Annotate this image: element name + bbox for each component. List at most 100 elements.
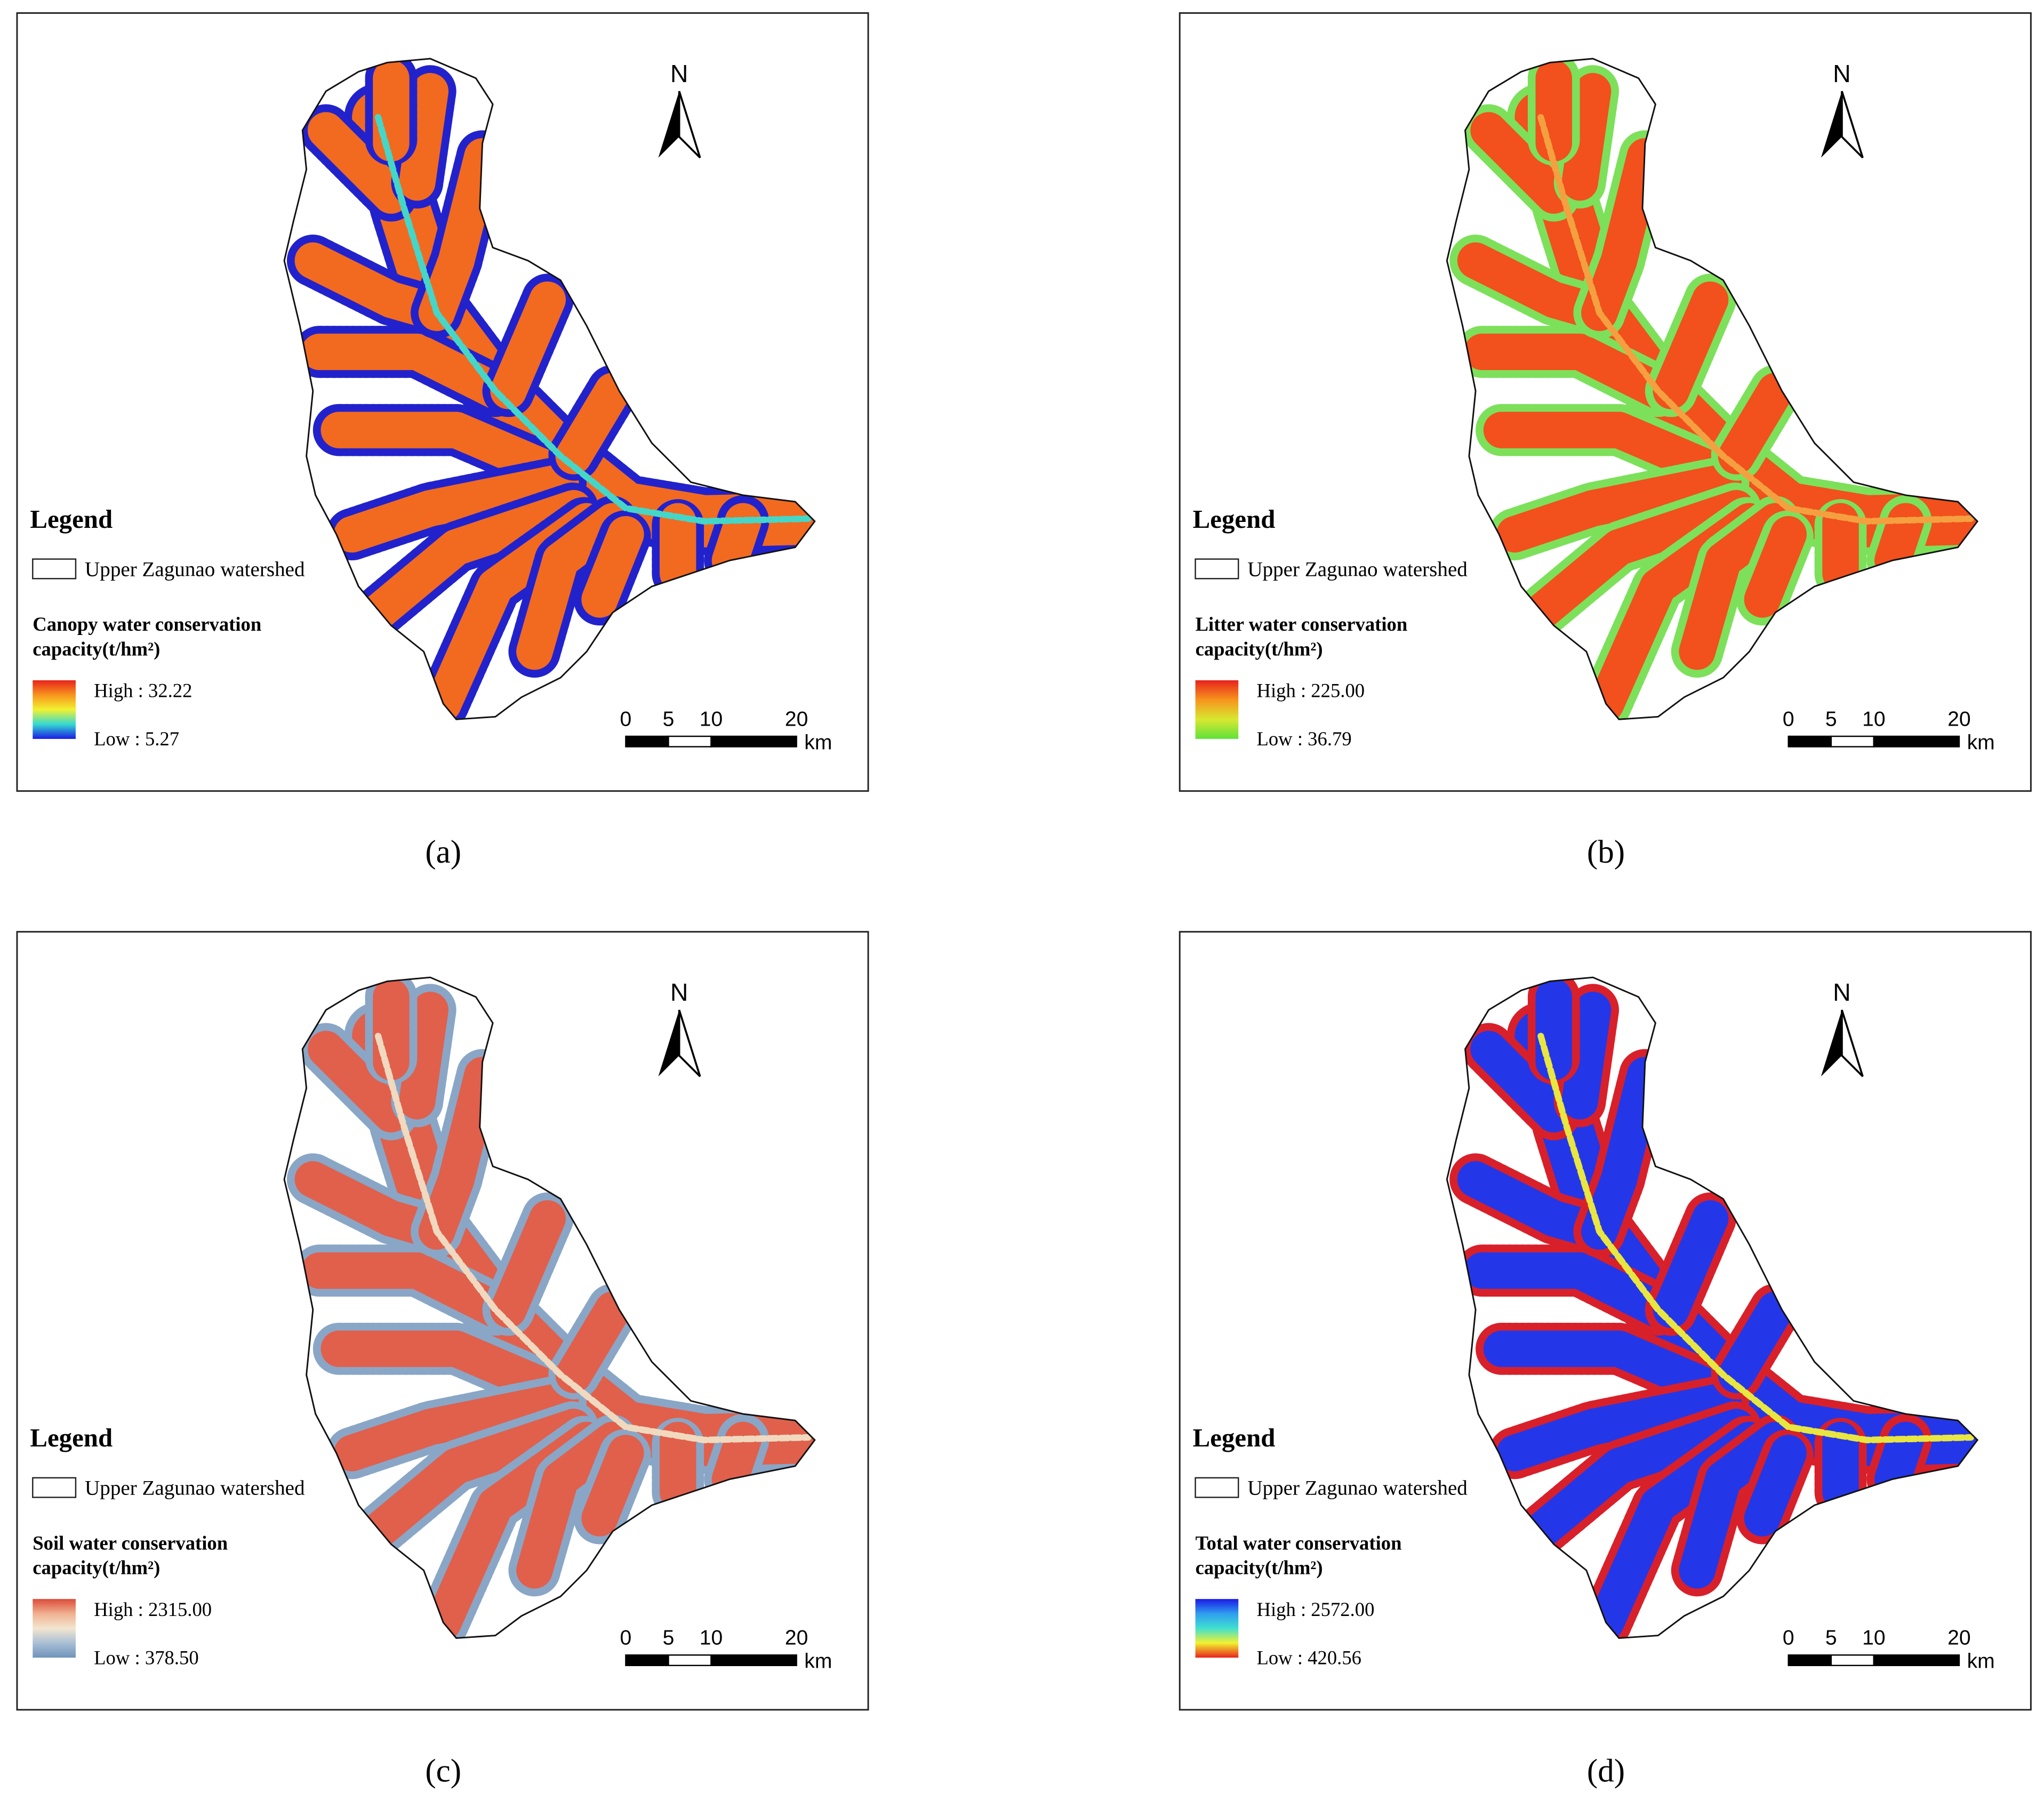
- raster-fill: [1653, 1200, 1729, 1328]
- raster-fill: [490, 281, 566, 409]
- raster: [1449, 977, 1978, 1638]
- raster-fill: [1496, 464, 1742, 553]
- legend-high: High : 2315.00: [94, 1598, 212, 1620]
- raster-fill: [301, 333, 514, 409]
- raster-fill: [1464, 1252, 1677, 1328]
- legend-label: Upper Zagunao watershed: [85, 1477, 305, 1500]
- legend-low: Low : 5.27: [94, 728, 179, 750]
- raster-fill: [490, 1200, 566, 1328]
- scale-tick-label: 10: [700, 1627, 723, 1650]
- north-arrow: [1841, 1009, 1864, 1078]
- raster: [286, 58, 815, 720]
- north-arrow: [1821, 1010, 1842, 1076]
- legend-low: Low : 36.79: [1256, 728, 1351, 750]
- scale-tick-label: 0: [620, 1627, 632, 1650]
- layer-title: Litter water conservation: [1196, 613, 1408, 635]
- raster-fill: [1744, 516, 1807, 618]
- north-label: N: [670, 978, 688, 1006]
- scale-tick-label: 5: [1825, 707, 1837, 730]
- raster-fill: [308, 112, 410, 214]
- legend-ramp: [1195, 680, 1239, 739]
- raster-fill: [359, 1409, 592, 1550]
- scale-tick-label: 10: [700, 707, 723, 730]
- raster-fill: [1718, 373, 1794, 475]
- legend-ramp: [1195, 1599, 1239, 1658]
- raster-fill: [1470, 1031, 1572, 1133]
- raster: [1449, 58, 1978, 720]
- north-arrow: [678, 91, 701, 159]
- legend-label: Upper Zagunao watershed: [1247, 558, 1468, 581]
- legend-swatch: [1195, 1477, 1239, 1498]
- raster: [286, 977, 815, 1638]
- panel-label: (b): [1587, 834, 1625, 870]
- map-panel: N Legend Upper Zagunao watershed Canopy wat…: [16, 12, 869, 792]
- north-arrow: [658, 91, 679, 158]
- north-label: N: [1833, 978, 1851, 1006]
- raster-fill: [516, 503, 631, 670]
- raster-fill: [516, 1421, 631, 1589]
- legend-title: Legend: [30, 1423, 113, 1452]
- scale-segment: [1873, 1654, 1960, 1667]
- scale-unit: km: [1967, 1650, 1995, 1673]
- scale-unit: km: [804, 1650, 832, 1673]
- scale-segment: [625, 1654, 669, 1667]
- scale-segment: [668, 735, 712, 747]
- raster-fill: [1679, 503, 1794, 670]
- raster-fill: [1874, 1421, 1924, 1498]
- scale-segment: [710, 735, 797, 747]
- scale-segment: [710, 1654, 797, 1667]
- panel-label: (a): [425, 834, 461, 870]
- raster-fill: [333, 464, 579, 553]
- north-arrow: [1841, 91, 1864, 159]
- raster-valley: [374, 1033, 812, 1444]
- raster-fill: [555, 373, 631, 475]
- scale-tick-label: 0: [1783, 1627, 1794, 1650]
- layer-title: capacity(t/hm²): [1196, 638, 1323, 660]
- raster-fill: [333, 1382, 579, 1472]
- raster-fill: [1581, 138, 1664, 331]
- legend-swatch: [32, 1477, 77, 1498]
- raster-fill: [1483, 1330, 1729, 1406]
- raster-fill: [308, 1031, 410, 1133]
- scale-unit: km: [1967, 731, 1995, 754]
- legend-high: High : 225.00: [1256, 680, 1365, 702]
- north-label: N: [670, 60, 688, 87]
- raster-fill: [399, 992, 449, 1120]
- raster-fill: [359, 490, 592, 631]
- legend-ramp: [33, 1599, 76, 1658]
- raster-fill: [1561, 992, 1612, 1120]
- legend-label: Upper Zagunao watershed: [1247, 1477, 1468, 1500]
- legend-title: Legend: [30, 504, 113, 534]
- scale-tick-label: 5: [1825, 1627, 1837, 1650]
- scale-tick-label: 20: [785, 707, 808, 730]
- raster-fill: [418, 138, 501, 331]
- raster-fill: [581, 1435, 644, 1537]
- legend-high: High : 2572.00: [1256, 1598, 1374, 1620]
- raster-fill: [320, 1330, 566, 1406]
- scale-unit: km: [804, 731, 832, 754]
- north-label: N: [1833, 60, 1851, 87]
- raster-fill: [555, 1291, 631, 1393]
- raster-fill: [1718, 1291, 1794, 1393]
- panel-label: (d): [1587, 1753, 1625, 1789]
- scale-tick-label: 10: [1862, 707, 1885, 730]
- panel-label: (c): [425, 1753, 461, 1789]
- raster-fill: [418, 1057, 501, 1250]
- raster-fill: [1522, 490, 1755, 631]
- scale-tick-label: 20: [1947, 1627, 1970, 1650]
- map-panel: N Legend Upper Zagunao watershed Soil water…: [16, 931, 869, 1711]
- scale-segment: [1873, 735, 1960, 747]
- raster-fill: [399, 73, 449, 201]
- raster-fill: [1653, 281, 1729, 409]
- raster-fill: [320, 412, 566, 488]
- scale-tick-label: 20: [1947, 707, 1970, 730]
- layer-title: capacity(t/hm²): [33, 638, 160, 660]
- scale-tick-label: 10: [1862, 1627, 1885, 1650]
- scale-segment: [668, 1654, 712, 1667]
- raster-fill: [1470, 112, 1572, 214]
- scale-tick-label: 5: [663, 1627, 675, 1650]
- layer-title: capacity(t/hm²): [33, 1557, 160, 1579]
- legend-title: Legend: [1193, 1423, 1276, 1452]
- scale-segment: [1788, 735, 1832, 747]
